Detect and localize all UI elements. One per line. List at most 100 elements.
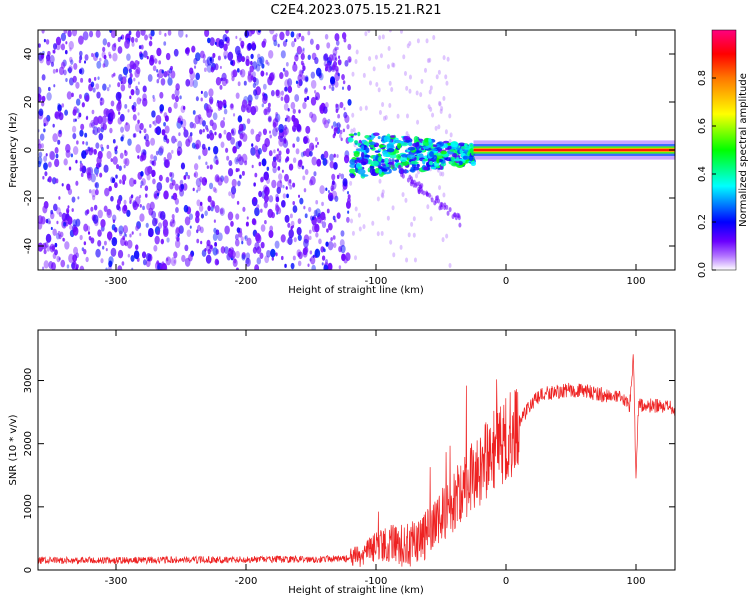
heatmap-cell <box>184 244 189 252</box>
heatmap-cell <box>68 40 74 50</box>
heatmap-cell <box>381 34 385 40</box>
heatmap-cell <box>139 232 142 237</box>
heatmap-cell <box>252 76 257 83</box>
heatmap-cell <box>292 108 296 114</box>
heatmap-cell <box>133 77 136 82</box>
heatmap-cell <box>268 229 274 239</box>
heatmap-cell <box>60 61 66 69</box>
heatmap-cell <box>137 81 140 85</box>
heatmap-cell <box>275 89 280 97</box>
heatmap-cell <box>270 90 275 97</box>
heatmap-cell <box>219 84 223 90</box>
heatmap-cell <box>304 97 307 102</box>
heatmap-cell <box>230 136 235 145</box>
heatmap-cell <box>241 253 246 261</box>
heatmap-cell <box>41 95 46 102</box>
heatmap-cell <box>95 30 101 38</box>
heatmap-cell <box>224 246 229 254</box>
heatmap-cell <box>262 83 267 90</box>
heatmap-cell <box>210 109 213 113</box>
heatmap-cell <box>217 55 221 61</box>
heatmap-cell <box>102 38 108 46</box>
heatmap-cell <box>212 112 218 121</box>
heatmap-cell <box>291 41 295 48</box>
heatmap-cell <box>211 122 217 131</box>
heatmap-cell <box>454 215 458 221</box>
heatmap-cell <box>351 230 355 236</box>
heatmap-cell <box>167 73 171 78</box>
heatmap-cell <box>118 165 122 171</box>
heatmap-cell <box>180 162 186 170</box>
heatmap-cell <box>165 256 172 266</box>
heatmap-cell <box>354 206 358 212</box>
heatmap-cell <box>268 195 274 203</box>
heatmap-cell <box>248 100 252 106</box>
heatmap-cell <box>314 57 319 65</box>
heatmap-cell <box>58 257 61 261</box>
heatmap-cell <box>128 30 132 36</box>
heatmap-cell <box>234 238 240 247</box>
heatmap-cell <box>65 149 71 158</box>
heatmap-cell <box>268 72 275 82</box>
heatmap-cell <box>158 174 163 182</box>
heatmap-cell <box>276 153 282 163</box>
heatmap-cell <box>343 256 348 264</box>
heatmap-cell <box>403 135 411 141</box>
heatmap-cell <box>333 153 336 158</box>
heatmap-cell <box>122 180 126 185</box>
heatmap-cell <box>217 100 223 109</box>
heatmap-cell <box>376 231 380 237</box>
heatmap-cell <box>112 219 116 224</box>
heatmap-cell <box>347 137 354 143</box>
heatmap-cell <box>114 226 118 233</box>
heatmap-cell <box>191 142 196 149</box>
heatmap-cell <box>163 121 166 127</box>
spectrogram-y-tick-label: 20 <box>23 96 34 109</box>
heatmap-cell <box>408 74 412 80</box>
heatmap-cell <box>224 55 227 60</box>
heatmap-cell <box>177 233 180 237</box>
heatmap-cell <box>52 252 57 259</box>
heatmap-cell <box>254 145 259 152</box>
heatmap-cell <box>202 58 206 64</box>
heatmap-cell <box>139 203 142 208</box>
heatmap-cell <box>197 224 201 232</box>
heatmap-cell <box>458 161 463 166</box>
heatmap-cell <box>57 139 61 145</box>
heatmap-cell <box>341 74 345 81</box>
heatmap-cell <box>301 165 304 170</box>
heatmap-cell <box>410 221 414 227</box>
heatmap-cell <box>269 30 275 35</box>
heatmap-cell <box>443 202 447 208</box>
heatmap-cell <box>133 250 140 260</box>
heatmap-cell <box>223 50 229 59</box>
heatmap-cell <box>223 108 228 115</box>
heatmap-cell <box>121 261 125 266</box>
heatmap-cell <box>275 127 279 133</box>
heatmap-cell <box>311 113 317 123</box>
heatmap-cell <box>246 237 252 246</box>
heatmap-cell <box>322 158 328 166</box>
heatmap-cell <box>101 115 107 125</box>
heatmap-cell <box>101 51 106 59</box>
heatmap-cell <box>235 92 240 99</box>
heatmap-cell <box>240 68 246 78</box>
heatmap-cell <box>119 113 125 122</box>
heatmap-cell <box>196 229 199 234</box>
heatmap-cell <box>307 30 311 36</box>
heatmap-cell <box>196 189 199 193</box>
heatmap-cell <box>136 97 142 105</box>
heatmap-cell <box>396 142 402 149</box>
heatmap-cell <box>39 133 45 141</box>
heatmap-cell <box>250 146 256 156</box>
heatmap-cell <box>279 72 283 79</box>
heatmap-cell <box>232 258 238 268</box>
heatmap-cell <box>179 95 182 100</box>
heatmap-cell <box>193 163 199 171</box>
heatmap-cell <box>321 201 324 207</box>
heatmap-cell <box>208 182 214 190</box>
snr-y-tick-label: 0 <box>23 567 34 573</box>
heatmap-cell <box>112 156 118 165</box>
heatmap-cell <box>441 171 445 177</box>
